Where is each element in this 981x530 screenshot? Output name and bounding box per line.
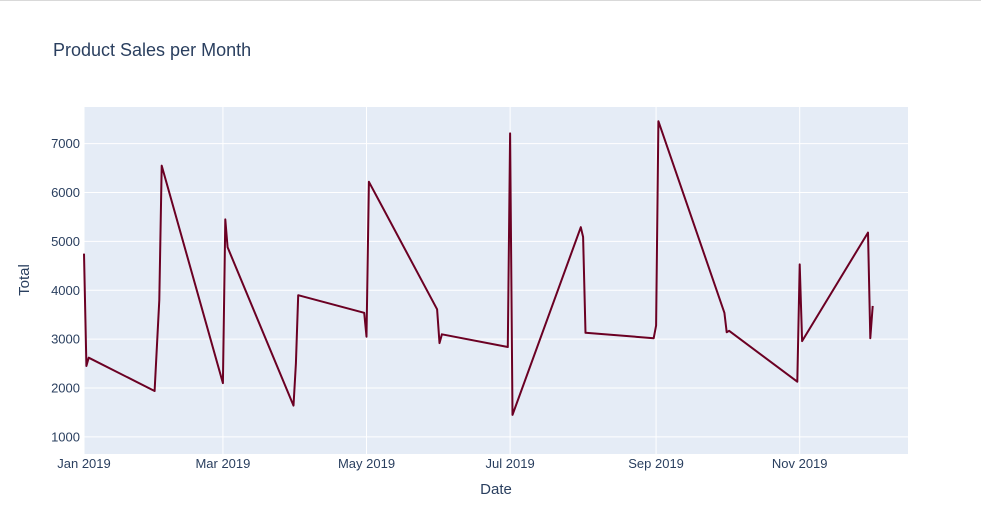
x-axis-ticks: Jan 2019 Mar 2019 May 2019 Jul 2019 Sep 2019… — [57, 456, 827, 471]
x-tick-label: May 2019 — [338, 456, 395, 471]
y-axis-ticks: 1000 2000 3000 4000 5000 6000 7000 — [51, 136, 80, 444]
x-tick-label: Jul 2019 — [486, 456, 535, 471]
chart-title: Product Sales per Month — [53, 40, 252, 60]
x-tick-label: Mar 2019 — [195, 456, 250, 471]
x-tick-label: Jan 2019 — [57, 456, 111, 471]
y-tick-label: 4000 — [51, 283, 80, 298]
y-axis-title: Total — [16, 264, 33, 296]
y-tick-label: 3000 — [51, 332, 80, 347]
y-tick-label: 2000 — [51, 381, 80, 396]
x-tick-label: Nov 2019 — [772, 456, 828, 471]
x-axis-title: Date — [480, 481, 512, 498]
y-tick-label: 5000 — [51, 234, 80, 249]
y-tick-label: 1000 — [51, 429, 80, 444]
series-group — [83, 120, 874, 416]
y-tick-label: 6000 — [51, 185, 80, 200]
y-tick-label: 7000 — [51, 136, 80, 151]
plot-area — [84, 107, 908, 454]
x-tick-label: Sep 2019 — [628, 456, 684, 471]
top-border — [0, 0, 981, 1]
series-line — [83, 120, 874, 416]
